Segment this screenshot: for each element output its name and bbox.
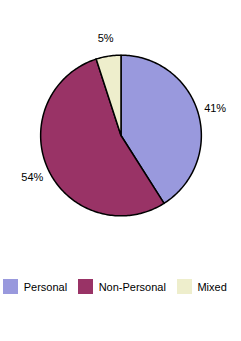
html-text:Personal: Personal bbox=[23, 280, 68, 293]
svg-text:54%: 54% bbox=[21, 171, 43, 183]
html-text:Non-Personal: Non-Personal bbox=[98, 280, 166, 293]
svg-text:5%: 5% bbox=[98, 32, 114, 44]
html-text:Mixed: Mixed bbox=[197, 280, 227, 293]
svg-text:41%: 41% bbox=[204, 102, 226, 114]
